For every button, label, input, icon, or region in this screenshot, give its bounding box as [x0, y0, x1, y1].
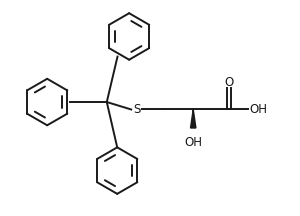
- Text: O: O: [224, 76, 234, 89]
- Polygon shape: [190, 110, 196, 128]
- Text: OH: OH: [184, 136, 202, 149]
- Text: S: S: [133, 103, 140, 116]
- Text: OH: OH: [249, 103, 267, 116]
